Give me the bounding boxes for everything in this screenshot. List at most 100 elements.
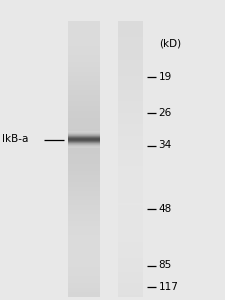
Bar [118, 129, 143, 131]
Bar [68, 138, 100, 139]
Bar [68, 138, 100, 139]
Bar [68, 23, 100, 26]
Bar [118, 230, 143, 232]
Bar [68, 212, 100, 214]
Bar [68, 248, 100, 251]
Bar [118, 142, 143, 145]
Bar [118, 196, 143, 198]
Bar [118, 67, 143, 69]
Bar [118, 37, 143, 39]
Bar [68, 137, 100, 138]
Bar [118, 156, 143, 159]
Bar [68, 168, 100, 170]
Bar [118, 60, 143, 62]
Bar [118, 51, 143, 53]
Bar [118, 92, 143, 94]
Bar [118, 278, 143, 281]
Bar [68, 232, 100, 235]
Bar [68, 177, 100, 180]
Bar [118, 55, 143, 58]
Bar [68, 132, 100, 133]
Bar [68, 223, 100, 226]
Bar [118, 120, 143, 122]
Bar [118, 161, 143, 164]
Bar [68, 179, 100, 182]
Bar [118, 251, 143, 253]
Bar [68, 120, 100, 122]
Bar [68, 92, 100, 94]
Bar [68, 182, 100, 184]
Bar [118, 64, 143, 67]
Bar [118, 101, 143, 104]
Bar [68, 140, 100, 141]
Bar [68, 137, 100, 138]
Bar [118, 168, 143, 170]
Bar [68, 124, 100, 127]
Bar [118, 292, 143, 295]
Bar [118, 113, 143, 115]
Bar [118, 149, 143, 152]
Bar [118, 152, 143, 154]
Bar [68, 135, 100, 136]
Bar [68, 146, 100, 147]
Bar [68, 147, 100, 150]
Bar [118, 191, 143, 194]
Bar [68, 140, 100, 143]
Bar [68, 80, 100, 83]
Bar [118, 265, 143, 267]
Bar [118, 193, 143, 196]
Bar [68, 253, 100, 256]
Bar [68, 21, 100, 23]
Bar [68, 283, 100, 286]
Bar [118, 186, 143, 189]
Bar [118, 69, 143, 72]
Bar [118, 290, 143, 292]
Bar [118, 41, 143, 44]
Bar [68, 55, 100, 58]
Bar [118, 272, 143, 274]
Bar [118, 166, 143, 168]
Bar [68, 108, 100, 111]
Bar [118, 205, 143, 207]
Bar [68, 138, 100, 139]
Bar [118, 110, 143, 113]
Bar [68, 136, 100, 137]
Bar [68, 285, 100, 288]
Bar [68, 30, 100, 32]
Bar [118, 154, 143, 157]
Bar [68, 139, 100, 140]
Bar [118, 87, 143, 90]
Bar [68, 142, 100, 143]
Bar [68, 122, 100, 124]
Bar [68, 32, 100, 35]
Bar [118, 198, 143, 200]
Bar [118, 228, 143, 230]
Bar [118, 200, 143, 203]
Bar [68, 149, 100, 152]
Bar [118, 172, 143, 175]
Bar [68, 278, 100, 281]
Bar [118, 221, 143, 223]
Bar [118, 122, 143, 124]
Bar [68, 189, 100, 191]
Bar [68, 110, 100, 113]
Bar [68, 242, 100, 244]
Bar [68, 143, 100, 144]
Bar [68, 25, 100, 28]
Bar [118, 78, 143, 81]
Bar [118, 209, 143, 212]
Bar [118, 285, 143, 288]
Bar [118, 28, 143, 30]
Bar [118, 248, 143, 251]
Bar [68, 74, 100, 76]
Bar [68, 207, 100, 210]
Bar [68, 221, 100, 223]
Bar [68, 205, 100, 207]
Bar [118, 244, 143, 246]
Bar [68, 239, 100, 242]
Text: 19: 19 [159, 71, 172, 82]
Bar [118, 262, 143, 265]
Bar [118, 62, 143, 65]
Bar [68, 140, 100, 141]
Bar [68, 117, 100, 120]
